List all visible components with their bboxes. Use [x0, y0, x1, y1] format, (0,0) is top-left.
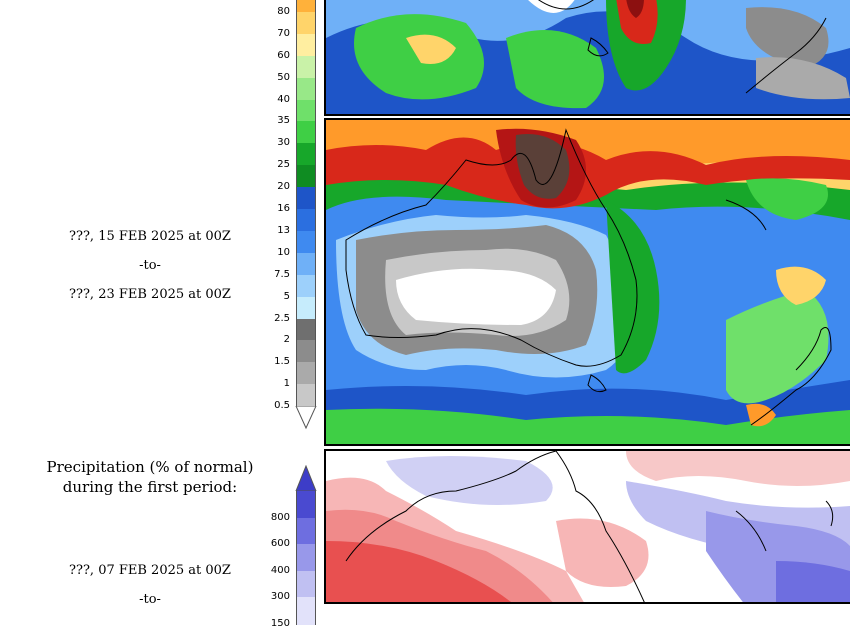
totals-colorbar-segment	[296, 340, 316, 364]
totals-colorbar-tick-label: 30	[277, 137, 290, 149]
totals-colorbar-segment	[296, 165, 316, 189]
totals-colorbar-tick-label: 70	[277, 27, 290, 39]
totals-colorbar-end-triangle	[295, 406, 317, 430]
pct-colorbar-segment	[296, 491, 316, 519]
totals-colorbar-segment	[296, 296, 316, 320]
pct-period-start-label: ???, 07 FEB 2025 at 00Z	[69, 563, 231, 578]
totals-colorbar-segment	[296, 187, 316, 210]
pct-colorbar-end-triangle	[295, 465, 317, 491]
totals-colorbar-tick-label: 0.5	[274, 400, 290, 412]
totals-colorbar-segment	[296, 121, 316, 145]
pct-colorbar-segment	[296, 517, 316, 545]
precip-map-period1	[324, 0, 850, 116]
pct-colorbar-segment	[296, 544, 316, 572]
totals-colorbar-tick-label: 2	[283, 334, 290, 346]
precip-percent-normal-map	[324, 449, 850, 604]
totals-colorbar-segment	[296, 384, 316, 408]
totals-colorbar-tick-label: 40	[277, 93, 290, 105]
totals-colorbar-segment	[296, 55, 316, 79]
totals-colorbar-segment	[296, 274, 316, 298]
totals-colorbar-tick-label: 80	[277, 5, 290, 17]
totals-colorbar-tick-label: 20	[277, 181, 290, 193]
totals-colorbar-segment	[296, 252, 316, 276]
period2-start-label: ???, 15 FEB 2025 at 00Z	[69, 229, 231, 244]
totals-colorbar-tick-label: 1.5	[274, 356, 290, 368]
totals-colorbar-tick-label: 7.5	[274, 268, 290, 280]
totals-colorbar-segment	[296, 33, 316, 57]
totals-colorbar-tick-label: 5	[283, 290, 290, 302]
totals-colorbar-tick-label: 10	[277, 246, 290, 258]
pct-normal-title-line1: Precipitation (% of normal)	[46, 458, 254, 476]
pct-normal-title-line2: during the first period:	[62, 478, 238, 496]
totals-colorbar-tick-label: 16	[277, 203, 290, 214]
totals-colorbar-tick-label: 1	[283, 378, 290, 390]
totals-colorbar-tick-label: 13	[277, 224, 290, 236]
totals-colorbar-segment	[296, 209, 316, 232]
pct-colorbar-tick-label: 400	[270, 564, 290, 576]
pct-colorbar-segment	[296, 570, 316, 598]
pct-colorbar-tick-label: 150	[270, 617, 290, 629]
totals-colorbar-segment	[296, 143, 316, 167]
totals-colorbar-segment	[296, 0, 316, 13]
period2-to-label: -to-	[139, 258, 161, 273]
precip-total-map-period2	[324, 118, 850, 446]
totals-colorbar-tick-label: 2.5	[274, 312, 290, 324]
totals-colorbar-tick-label: 35	[277, 115, 290, 127]
period2-end-label: ???, 23 FEB 2025 at 00Z	[69, 287, 231, 302]
totals-colorbar-segment	[296, 11, 316, 35]
totals-colorbar-segment	[296, 362, 316, 386]
precip-totals-colorbar	[295, 0, 317, 430]
pct-colorbar-tick-label: 800	[270, 511, 290, 523]
totals-colorbar-segment	[296, 230, 316, 254]
totals-colorbar-tick-label: 50	[277, 71, 290, 83]
totals-colorbar-segment	[296, 77, 316, 101]
totals-colorbar-tick-label: 25	[277, 159, 290, 171]
totals-colorbar-tick-label: 60	[277, 49, 290, 61]
totals-colorbar-segment	[296, 99, 316, 123]
totals-colorbar-segment	[296, 318, 316, 342]
pct-colorbar-tick-label: 300	[270, 591, 290, 602]
pct-colorbar-tick-label: 600	[270, 538, 290, 549]
